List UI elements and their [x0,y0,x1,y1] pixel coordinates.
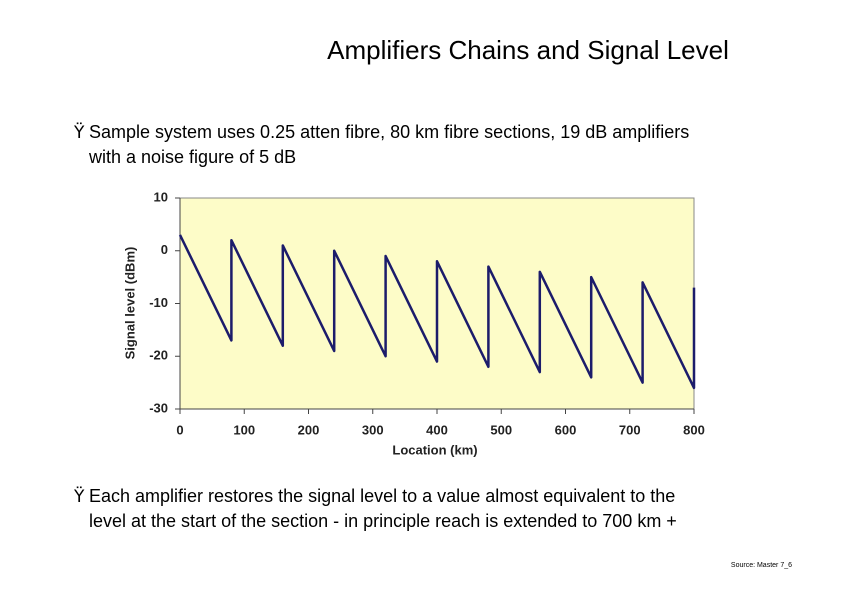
x-tick-label: 300 [362,422,384,437]
slide-title: Amplifiers Chains and Signal Level [327,35,729,65]
bullet-text: Sample system uses 0.25 atten fibre, 80 … [89,122,689,142]
x-tick-label: 500 [490,422,512,437]
signal-line [178,234,696,390]
bullet-text: Each amplifier restores the signal level… [89,486,675,506]
x-tick-label: 700 [619,422,641,437]
y-axis-label: Signal level (dBm) [122,247,137,360]
x-tick-label: 200 [298,422,320,437]
bullet-text: with a noise figure of 5 dB [88,147,296,167]
y-tick-label: 0 [161,242,168,257]
y-tick-label: -30 [149,400,168,415]
x-tick-label: 400 [426,422,448,437]
x-tick-label: 600 [555,422,577,437]
x-tick-label: 0 [176,422,183,437]
y-tick-label: 10 [154,189,168,204]
chart: Location (km) Signal level (dBm) -30 -20 -… [122,189,704,457]
y-tick-label: -20 [149,348,168,363]
source-note: Source: Master 7_6 [731,562,792,569]
bullet-mark: Ÿ [73,486,85,507]
x-axis-label: Location (km) [392,442,477,457]
x-tick-label: 800 [683,422,705,437]
y-tick-label: -10 [149,295,168,310]
x-tick-label: 100 [233,422,255,437]
bullet-text: level at the start of the section - in p… [89,511,677,531]
bullet-mark: Ÿ [73,122,85,143]
